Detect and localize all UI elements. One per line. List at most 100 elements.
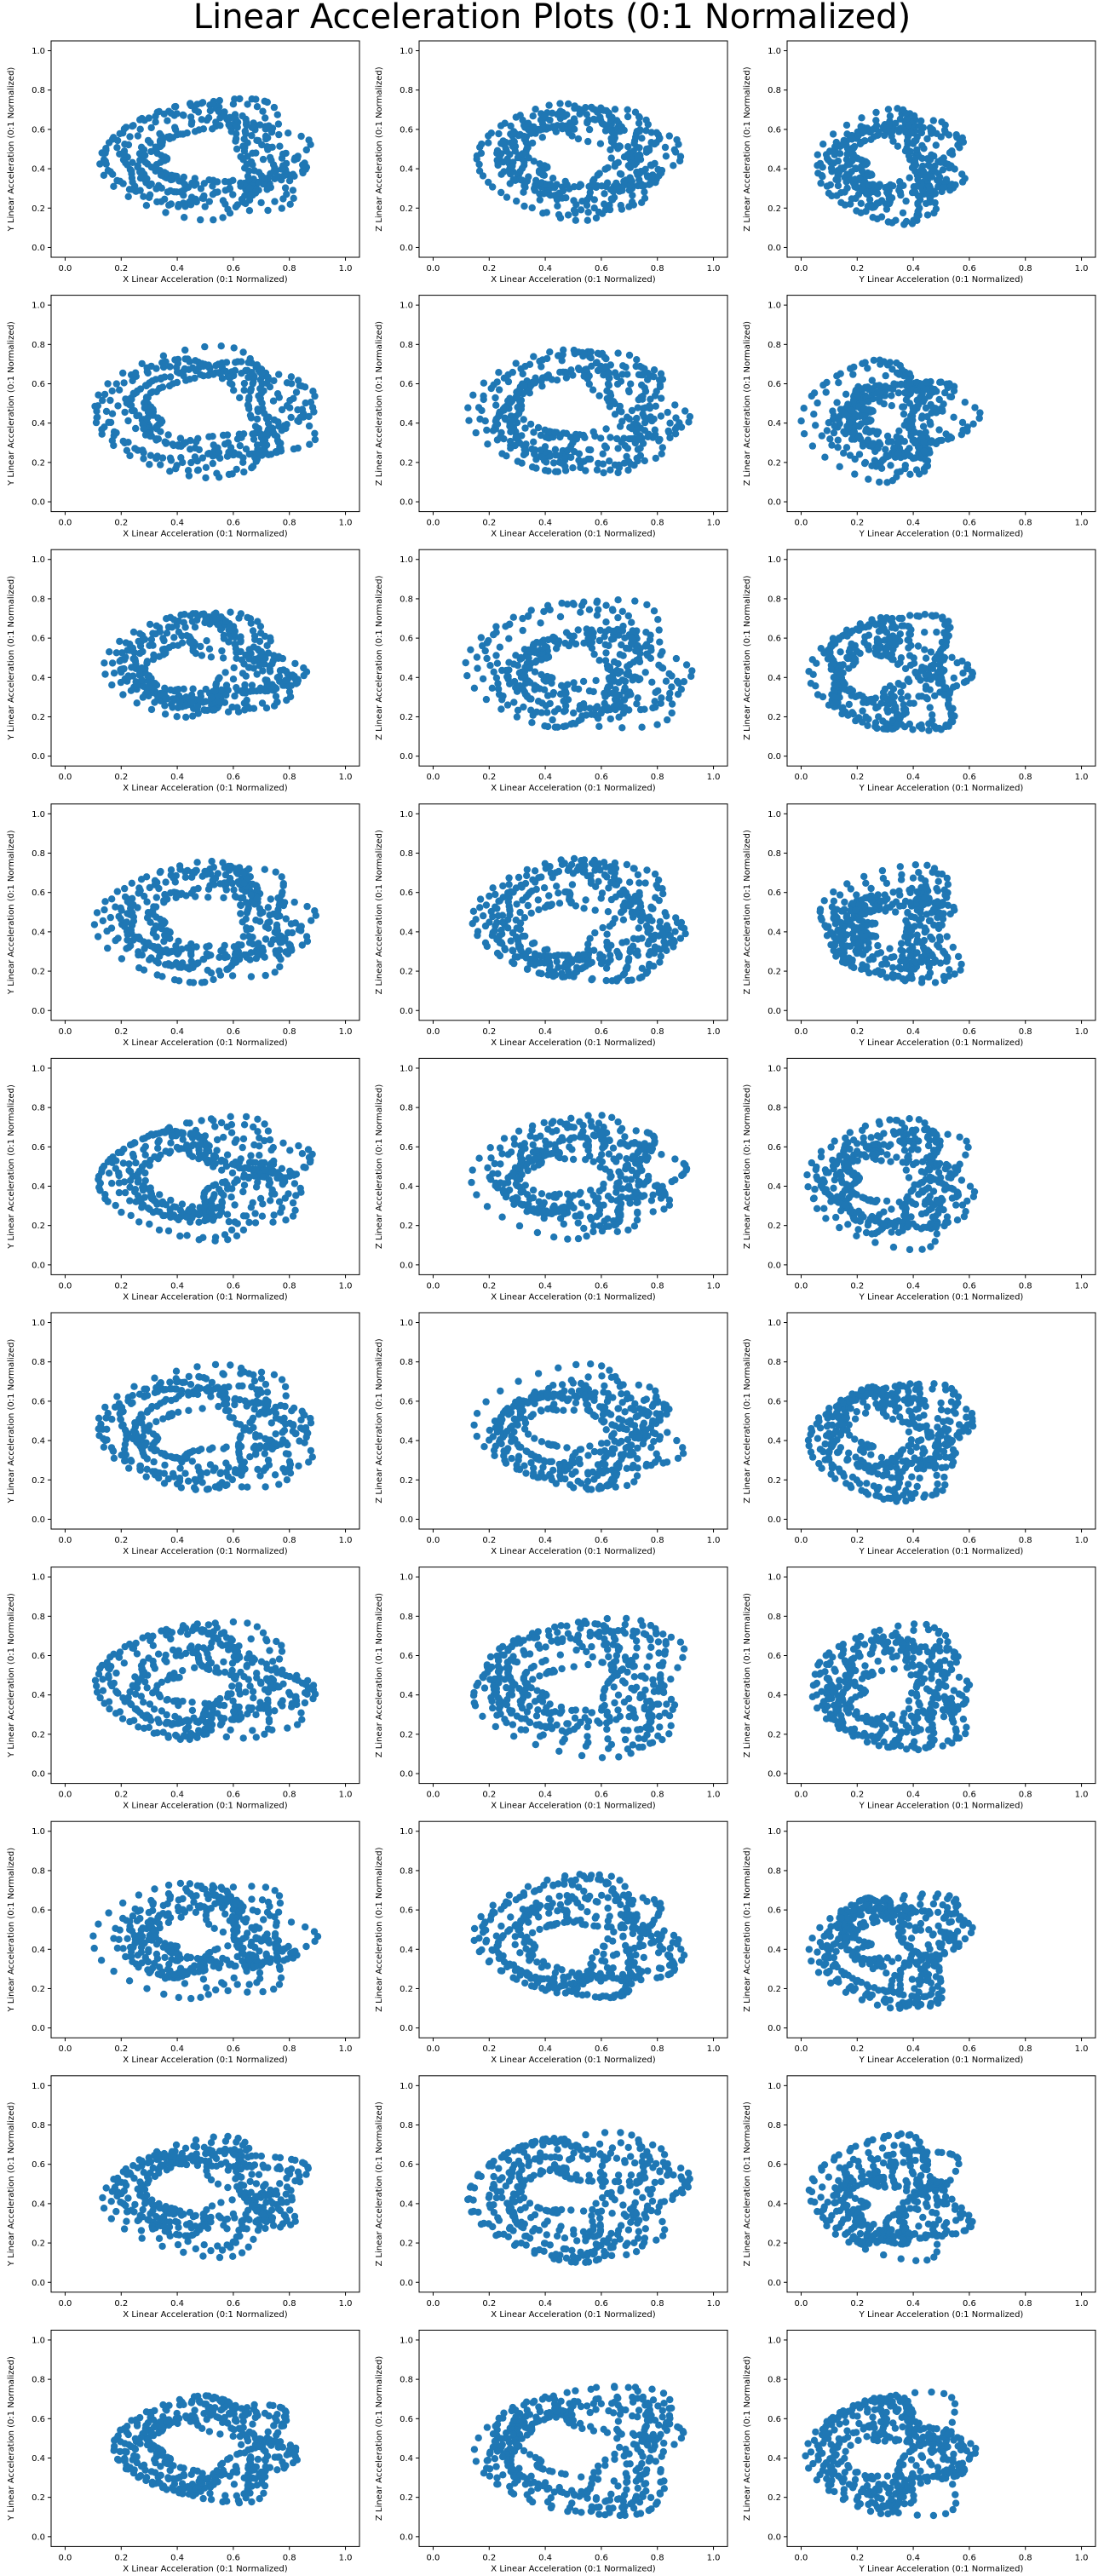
- data-point: [607, 715, 614, 723]
- data-point: [627, 380, 635, 388]
- data-point: [859, 442, 867, 450]
- subplot-r3-c3: 0.0 0.2 0.4 0.6 0.8 1.00.00.20.40.60.81.0Y Li…: [743, 549, 1096, 793]
- data-point: [134, 132, 142, 140]
- data-point: [242, 672, 250, 680]
- data-point: [157, 138, 164, 146]
- data-point: [510, 128, 518, 135]
- data-point: [894, 680, 902, 687]
- data-point: [854, 131, 862, 140]
- x-axis-label: X Linear Acceleration (0:1 Normalized): [123, 275, 287, 285]
- data-point: [513, 713, 521, 721]
- data-point: [520, 181, 528, 190]
- data-point: [528, 463, 537, 471]
- data-point: [584, 629, 592, 636]
- x-tick-label: 1.0: [707, 773, 721, 782]
- data-point: [840, 141, 848, 148]
- y-tick-label: 1.0: [400, 555, 413, 565]
- data-point: [266, 144, 273, 152]
- data-point: [281, 184, 290, 192]
- x-tick-label: 0.8: [283, 773, 296, 782]
- data-point: [499, 405, 508, 413]
- data-point: [862, 160, 870, 168]
- data-point: [653, 388, 660, 395]
- data-point: [912, 136, 920, 145]
- data-point: [205, 942, 213, 950]
- data-point: [198, 99, 207, 106]
- data-point: [600, 469, 607, 477]
- data-point: [647, 413, 654, 421]
- data-point: [611, 369, 619, 377]
- data-point: [869, 181, 877, 188]
- y-tick-label: 0.6: [400, 125, 413, 135]
- x-tick-label: 0.2: [482, 773, 496, 782]
- data-point: [288, 929, 296, 937]
- data-point: [464, 404, 472, 411]
- data-point: [541, 642, 549, 651]
- data-point: [601, 363, 610, 371]
- data-point: [642, 116, 650, 124]
- y-tick-label: 1.0: [400, 47, 413, 56]
- data-point: [153, 108, 161, 116]
- data-point: [861, 359, 869, 366]
- data-point: [583, 365, 590, 373]
- y-axis-label: Z Linear Acceleration (0:1 Normalized): [743, 66, 752, 231]
- data-point: [615, 142, 624, 150]
- x-tick-label: 1.0: [707, 519, 721, 528]
- data-point: [905, 121, 912, 129]
- data-point: [838, 704, 846, 712]
- data-point: [507, 445, 515, 452]
- data-point: [665, 132, 673, 140]
- data-point: [149, 655, 158, 664]
- data-point: [233, 865, 242, 873]
- data-point: [635, 127, 644, 135]
- data-point: [187, 446, 194, 453]
- data-point: [108, 437, 116, 445]
- data-point: [156, 952, 164, 960]
- x-tick-label: 0.0: [427, 264, 440, 273]
- data-point: [556, 368, 564, 377]
- data-point: [476, 415, 484, 423]
- data-point: [204, 894, 212, 901]
- data-point: [636, 451, 645, 459]
- scatter-series: [90, 857, 319, 986]
- data-point: [922, 654, 930, 662]
- x-tick-label: 0.4: [170, 519, 184, 528]
- data-point: [205, 450, 213, 457]
- data-point: [575, 182, 583, 191]
- data-point: [492, 652, 500, 659]
- data-point: [253, 894, 261, 902]
- x-axis-label: X Linear Acceleration (0:1 Normalized): [491, 784, 655, 793]
- y-tick-label: 0.4: [768, 165, 781, 175]
- data-point: [914, 208, 922, 216]
- data-point: [900, 410, 908, 418]
- data-point: [175, 937, 182, 946]
- data-point: [243, 121, 250, 129]
- data-point: [475, 167, 484, 175]
- data-point: [180, 685, 187, 693]
- data-point: [855, 626, 863, 635]
- data-point: [900, 622, 908, 630]
- data-point: [258, 141, 266, 149]
- x-axis-label: Y Linear Acceleration (0:1 Normalized): [859, 784, 1024, 793]
- data-point: [900, 181, 907, 189]
- x-axis-label: Y Linear Acceleration (0:1 Normalized): [859, 275, 1024, 285]
- data-point: [467, 646, 474, 653]
- data-point: [290, 156, 298, 164]
- data-point: [210, 216, 217, 224]
- data-point: [90, 921, 99, 929]
- data-point: [632, 362, 640, 371]
- data-point: [519, 626, 526, 635]
- y-tick-label: 0.0: [32, 498, 45, 508]
- data-point: [625, 351, 634, 359]
- data-point: [506, 399, 514, 407]
- data-point: [180, 112, 187, 119]
- data-point: [212, 118, 220, 126]
- data-point: [290, 172, 298, 180]
- x-tick-label: 0.0: [427, 519, 440, 528]
- data-point: [496, 152, 503, 160]
- data-point: [256, 449, 263, 457]
- data-point: [104, 944, 112, 952]
- data-point: [202, 362, 210, 370]
- data-point: [577, 463, 584, 472]
- data-point: [193, 438, 200, 446]
